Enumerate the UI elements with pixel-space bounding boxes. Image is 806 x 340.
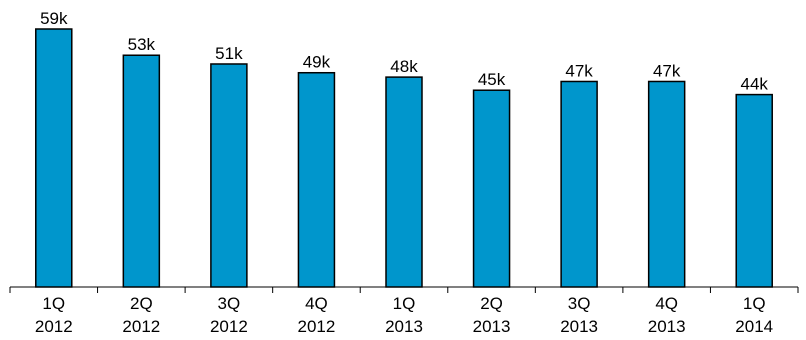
bar (647, 80, 686, 288)
x-tick-label-quarter: 2Q (480, 294, 503, 313)
bar-value-label: 51k (215, 44, 243, 63)
bar-value-label: 47k (565, 61, 593, 80)
bar (385, 76, 423, 288)
bar-value-label: 59k (40, 9, 68, 28)
x-tick-label-quarter: 3Q (568, 294, 591, 313)
x-axis-ticks (9, 287, 799, 293)
bar-value-label: 47k (653, 61, 681, 80)
x-tick-label-year: 2012 (122, 317, 160, 336)
x-tick-label-year: 2014 (735, 317, 773, 336)
x-tick-label-year: 2012 (210, 317, 248, 336)
x-tick-label-quarter: 4Q (305, 294, 328, 313)
x-tick-label-year: 2012 (298, 317, 336, 336)
bar-value-label: 45k (478, 70, 506, 89)
x-tick-label-quarter: 1Q (393, 294, 416, 313)
bar (560, 80, 598, 288)
x-tick-label-quarter: 1Q (42, 294, 65, 313)
x-tick-label-quarter: 2Q (130, 294, 153, 313)
bar (472, 89, 511, 288)
bar (210, 63, 248, 288)
x-tick-label-quarter: 3Q (218, 294, 241, 313)
bar-value-label: 48k (390, 57, 418, 76)
x-axis-tick-labels: 1Q 2012 2Q 2012 3Q 2012 4Q 2012 1Q 2013 2Q 2013 3Q 20… (35, 294, 773, 336)
x-tick-label-year: 2013 (473, 317, 511, 336)
x-tick-label-year: 2013 (648, 317, 686, 336)
bar-value-label: 53k (128, 35, 156, 54)
x-tick-label-year: 2012 (35, 317, 73, 336)
value-labels-layer: 59k 53k 51k 49k 48k 45k 47k 47k 44k (40, 9, 768, 94)
bar (122, 54, 161, 288)
bar (35, 28, 73, 288)
x-tick-label-year: 2013 (385, 317, 423, 336)
x-tick-label-year: 2013 (560, 317, 598, 336)
x-tick-label-quarter: 4Q (655, 294, 678, 313)
bar-value-label: 49k (303, 53, 331, 72)
x-tick-label-quarter: 1Q (743, 294, 766, 313)
bars-layer (35, 28, 773, 288)
bar (735, 93, 773, 288)
bar-value-label: 44k (741, 75, 769, 94)
bar (297, 71, 336, 288)
